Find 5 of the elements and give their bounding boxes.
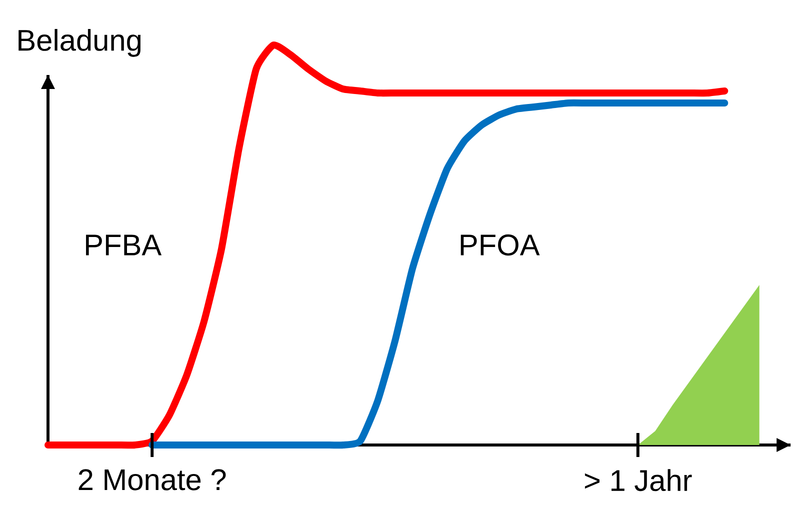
series-label: PFBA: [86, 234, 162, 256]
series-label: PFOA: [460, 234, 540, 256]
x-tick-label: > 1 Jahr: [584, 469, 692, 492]
x-tick-label: 2 Monate ?: [78, 469, 226, 490]
y-axis-title: Beladung: [18, 28, 141, 57]
